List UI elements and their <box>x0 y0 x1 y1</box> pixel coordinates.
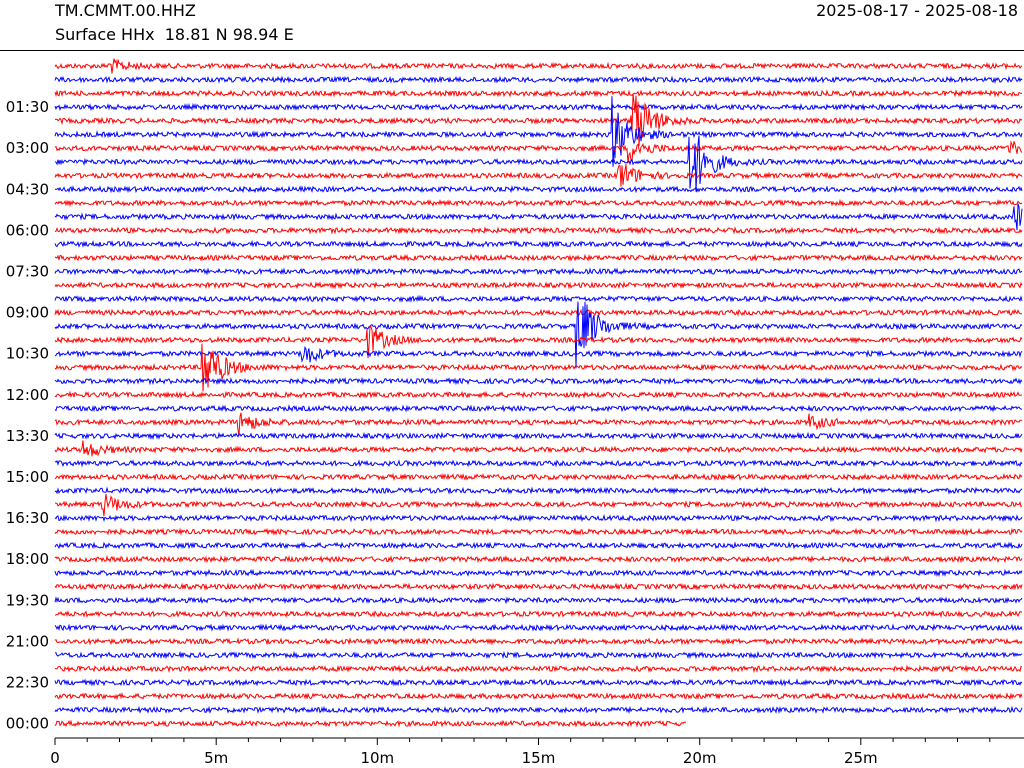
station-subtitle: Surface HHx 18.81 N 98.94 E <box>55 25 294 44</box>
y-tick-label: 06:00 <box>6 221 49 239</box>
y-axis: 01:30 03:00 04:30 06:00 07:30 09:00 10:30 12:00… <box>6 98 49 733</box>
y-tick-label: 13:30 <box>6 427 49 445</box>
trace-row-15 <box>54 267 1023 276</box>
trace-row-48 <box>54 719 686 728</box>
trace-row-2 <box>54 89 1023 98</box>
trace-row-38 <box>54 582 1023 591</box>
y-tick-label: 01:30 <box>6 98 49 116</box>
y-tick-label: 22:30 <box>6 674 49 692</box>
trace-row-27 <box>54 431 1023 441</box>
x-tick-label: 25m <box>844 749 878 767</box>
trace-row-36 <box>54 554 1023 564</box>
y-tick-label: 03:00 <box>6 139 49 157</box>
date-range: 2025-08-17 - 2025-08-18 <box>816 1 1018 20</box>
y-tick-label: 18:00 <box>6 550 49 568</box>
trace-row-4 <box>54 93 1023 146</box>
trace-row-37 <box>54 568 1023 578</box>
trace-row-24 <box>54 390 1023 400</box>
trace-row-47 <box>54 705 1023 715</box>
trace-row-45 <box>54 678 1023 687</box>
trace-row-31 <box>54 486 1023 495</box>
y-tick-label: 12:00 <box>6 386 49 404</box>
trace-row-26 <box>54 412 1023 437</box>
trace-row-23 <box>54 376 1023 386</box>
trace-row-35 <box>54 541 1023 550</box>
trace-row-8 <box>54 164 1023 187</box>
y-tick-label: 15:00 <box>6 468 49 486</box>
trace-row-11 <box>54 203 1023 231</box>
trace-row-25 <box>54 404 1023 413</box>
trace-row-22 <box>54 343 1023 392</box>
trace-row-16 <box>54 280 1023 290</box>
trace-row-32 <box>54 493 1023 517</box>
trace-row-1 <box>54 75 1023 84</box>
trace-row-0 <box>54 58 1023 74</box>
trace-row-20 <box>54 325 1023 359</box>
y-tick-label: 07:30 <box>6 263 49 281</box>
trace-row-34 <box>54 527 1023 537</box>
trace-row-40 <box>54 609 1023 619</box>
trace-row-42 <box>54 637 1023 646</box>
y-tick-label: 16:30 <box>6 509 49 527</box>
trace-row-29 <box>54 459 1023 468</box>
y-tick-label: 09:00 <box>6 304 49 322</box>
trace-row-17 <box>54 294 1023 304</box>
x-tick-label: 10m <box>360 749 394 767</box>
y-tick-label: 00:00 <box>6 715 49 733</box>
trace-row-19 <box>54 301 1023 369</box>
trace-row-18 <box>54 308 1022 317</box>
trace-row-14 <box>54 253 1022 262</box>
trace-row-28 <box>54 440 1023 457</box>
trace-row-41 <box>54 623 1023 632</box>
x-tick-label: 0 <box>50 749 60 767</box>
x-tick-label: 5m <box>204 749 228 767</box>
trace-row-33 <box>54 513 1023 523</box>
y-tick-label: 19:30 <box>6 591 49 609</box>
trace-row-44 <box>54 664 1023 674</box>
trace-row-46 <box>54 691 1023 701</box>
trace-group <box>54 58 1023 728</box>
trace-row-39 <box>54 596 1023 605</box>
x-tick-label: 20m <box>683 749 717 767</box>
station-title: TM.CMMT.00.HHZ <box>55 1 196 20</box>
trace-row-30 <box>54 472 1023 482</box>
trace-row-10 <box>54 198 1023 208</box>
trace-row-5 <box>54 96 1023 167</box>
trace-row-7 <box>54 135 1023 192</box>
trace-row-6 <box>54 140 1023 164</box>
y-tick-label: 04:30 <box>6 180 49 198</box>
trace-row-13 <box>54 239 1023 249</box>
x-axis: 0 5m 10m 15m 20m 25m <box>50 737 1024 767</box>
x-tick-label: 15m <box>522 749 556 767</box>
trace-row-43 <box>54 650 1023 660</box>
trace-row-9 <box>54 184 1023 194</box>
y-tick-label: 21:00 <box>6 632 49 650</box>
trace-row-3 <box>54 102 1023 112</box>
trace-row-21 <box>54 345 1023 363</box>
y-tick-label: 10:30 <box>6 345 49 363</box>
trace-row-12 <box>54 226 1023 235</box>
